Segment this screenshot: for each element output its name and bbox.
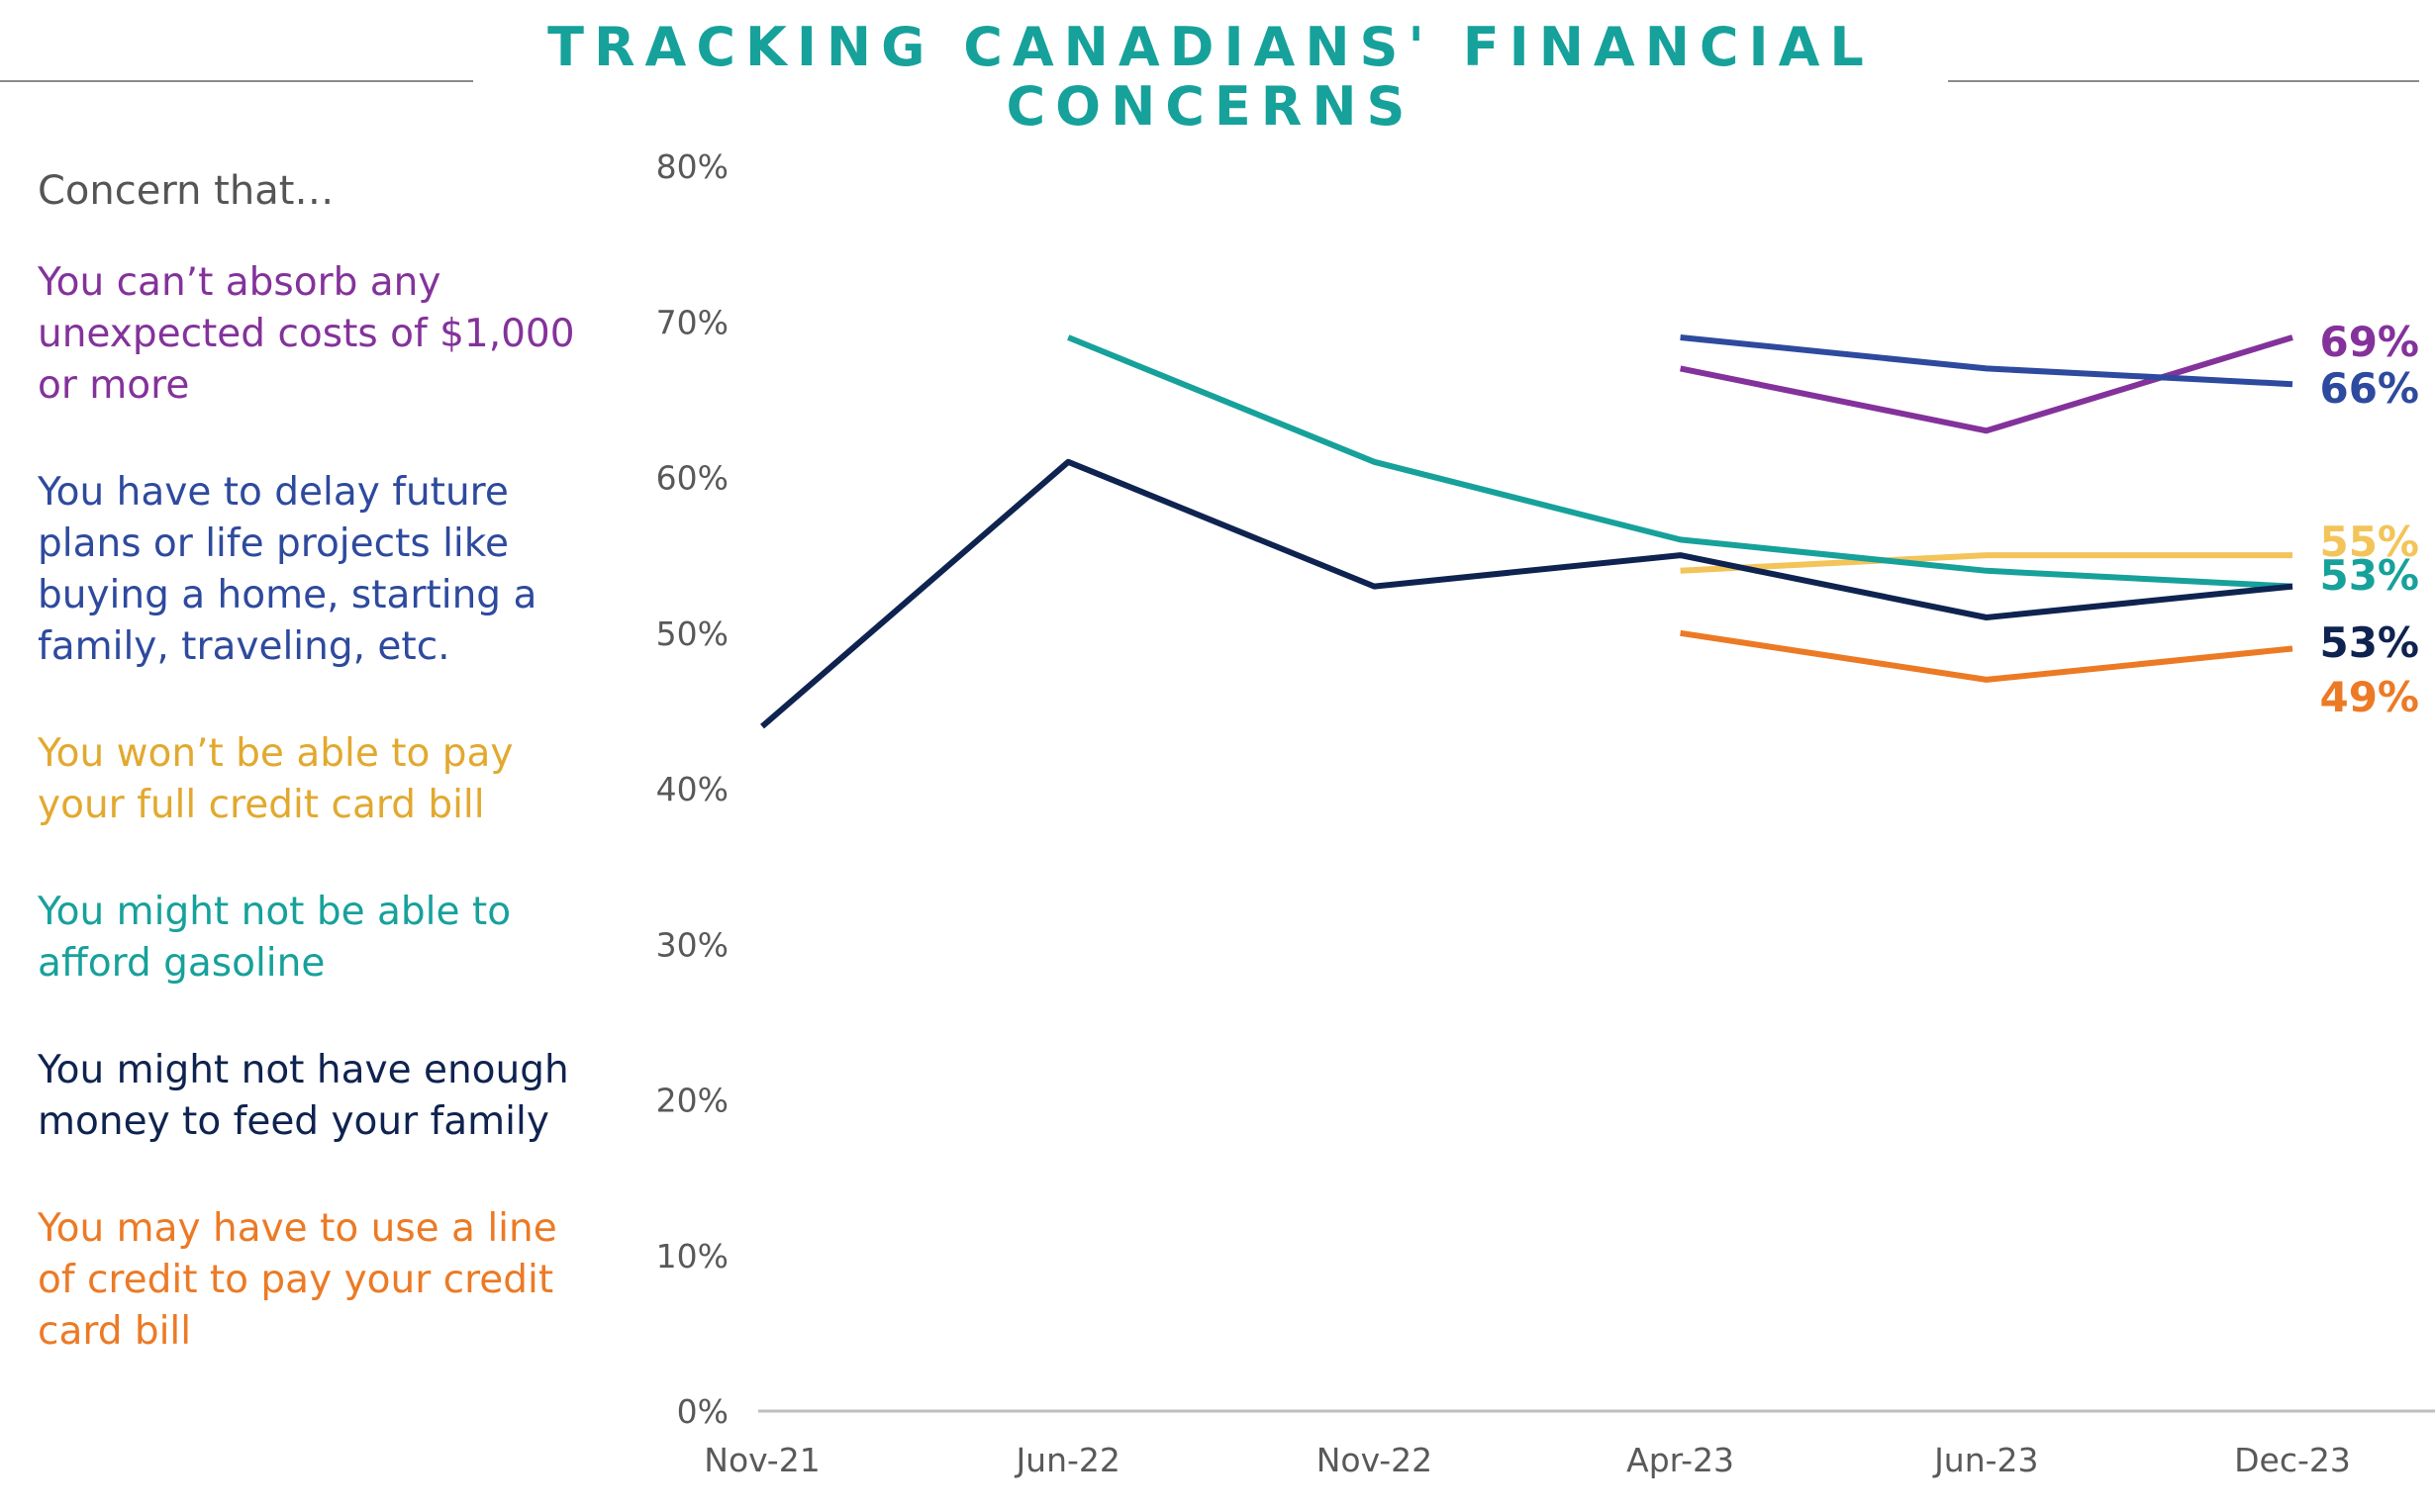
end-label-absorb: 69% bbox=[2319, 318, 2419, 366]
legend-item-line: or more bbox=[38, 363, 190, 408]
legend-item-line: unexpected costs of $1,000 bbox=[38, 312, 575, 356]
x-tick-label: Jun-22 bbox=[1014, 1441, 1120, 1479]
end-label-gasoline: 53% bbox=[2319, 551, 2419, 600]
legend-item: You might not be able to afford gasoline bbox=[38, 887, 641, 990]
x-tick-label: Nov-22 bbox=[1316, 1441, 1432, 1479]
y-tick-label: 70% bbox=[656, 303, 729, 341]
chart-title: TRACKING CANADIANS' FINANCIAL CONCERNS bbox=[473, 18, 1948, 137]
chart-title-line-2: CONCERNS bbox=[1006, 75, 1415, 138]
legend-item: You may have to use a line of credit to p… bbox=[38, 1203, 641, 1358]
end-label-line-of-credit: 49% bbox=[2319, 673, 2419, 721]
series-line-line-of-credit bbox=[1680, 629, 2293, 683]
title-rule-left bbox=[0, 80, 473, 82]
series-line-absorb bbox=[1680, 334, 2293, 434]
series-line-delay bbox=[1680, 334, 2293, 388]
y-tick-label: 0% bbox=[677, 1392, 729, 1431]
y-tick-label: 40% bbox=[656, 770, 729, 808]
legend-item-line: buying a home, starting a bbox=[38, 573, 537, 617]
legend-item-line: You can’t absorb any bbox=[38, 260, 441, 305]
legend-item-line: You may have to use a line bbox=[38, 1206, 557, 1251]
legend-item-line: plans or life projects like bbox=[38, 521, 509, 566]
series-line-gasoline bbox=[1067, 334, 2293, 590]
end-label-feed: 53% bbox=[2319, 618, 2419, 667]
y-tick-label: 80% bbox=[656, 147, 729, 186]
x-tick-label: Nov-21 bbox=[704, 1441, 820, 1479]
legend-item-line: You might not be able to bbox=[38, 890, 512, 934]
legend-item-line: money to feed your family bbox=[38, 1099, 549, 1144]
legend-items: You can’t absorb any unexpected costs of … bbox=[38, 257, 641, 1358]
legend-item-line: afford gasoline bbox=[38, 941, 326, 986]
legend-item-line: of credit to pay your credit bbox=[38, 1258, 554, 1302]
x-tick-label: Apr-23 bbox=[1626, 1441, 1734, 1479]
legend-item: You can’t absorb any unexpected costs of … bbox=[38, 257, 641, 412]
legend-item-line: family, traveling, etc. bbox=[38, 624, 450, 669]
chart-title-line-1: TRACKING CANADIANS' FINANCIAL bbox=[547, 16, 1874, 78]
legend-item: You might not have enough money to feed y… bbox=[38, 1045, 641, 1148]
legend-heading: Concern that… bbox=[38, 168, 335, 214]
series-line-feed bbox=[760, 458, 2293, 729]
end-label-credit-card: 55% bbox=[2319, 518, 2419, 566]
legend-item: You have to delay future plans or life pr… bbox=[38, 467, 641, 673]
legend-item-line: card bill bbox=[38, 1309, 192, 1354]
y-tick-label: 30% bbox=[656, 925, 729, 964]
legend-item-line: your full credit card bill bbox=[38, 783, 485, 827]
y-tick-label: 50% bbox=[656, 614, 729, 653]
legend-item-line: You won’t be able to pay bbox=[38, 731, 514, 776]
end-label-delay: 66% bbox=[2319, 364, 2419, 413]
y-tick-label: 10% bbox=[656, 1237, 729, 1276]
legend-item: You won’t be able to pay your full credit… bbox=[38, 728, 641, 831]
legend-item-line: You have to delay future bbox=[38, 470, 509, 515]
series-line-credit-card bbox=[1680, 552, 2292, 574]
legend: Concern that… You can’t absorb any unexpe… bbox=[38, 168, 641, 1413]
x-tick-label: Jun-23 bbox=[1932, 1441, 2038, 1479]
legend-item-line: You might not have enough bbox=[38, 1048, 569, 1092]
title-rule-right bbox=[1948, 80, 2419, 82]
x-tick-label: Dec-23 bbox=[2234, 1441, 2351, 1479]
y-tick-label: 60% bbox=[656, 459, 729, 498]
y-tick-label: 20% bbox=[656, 1082, 729, 1120]
